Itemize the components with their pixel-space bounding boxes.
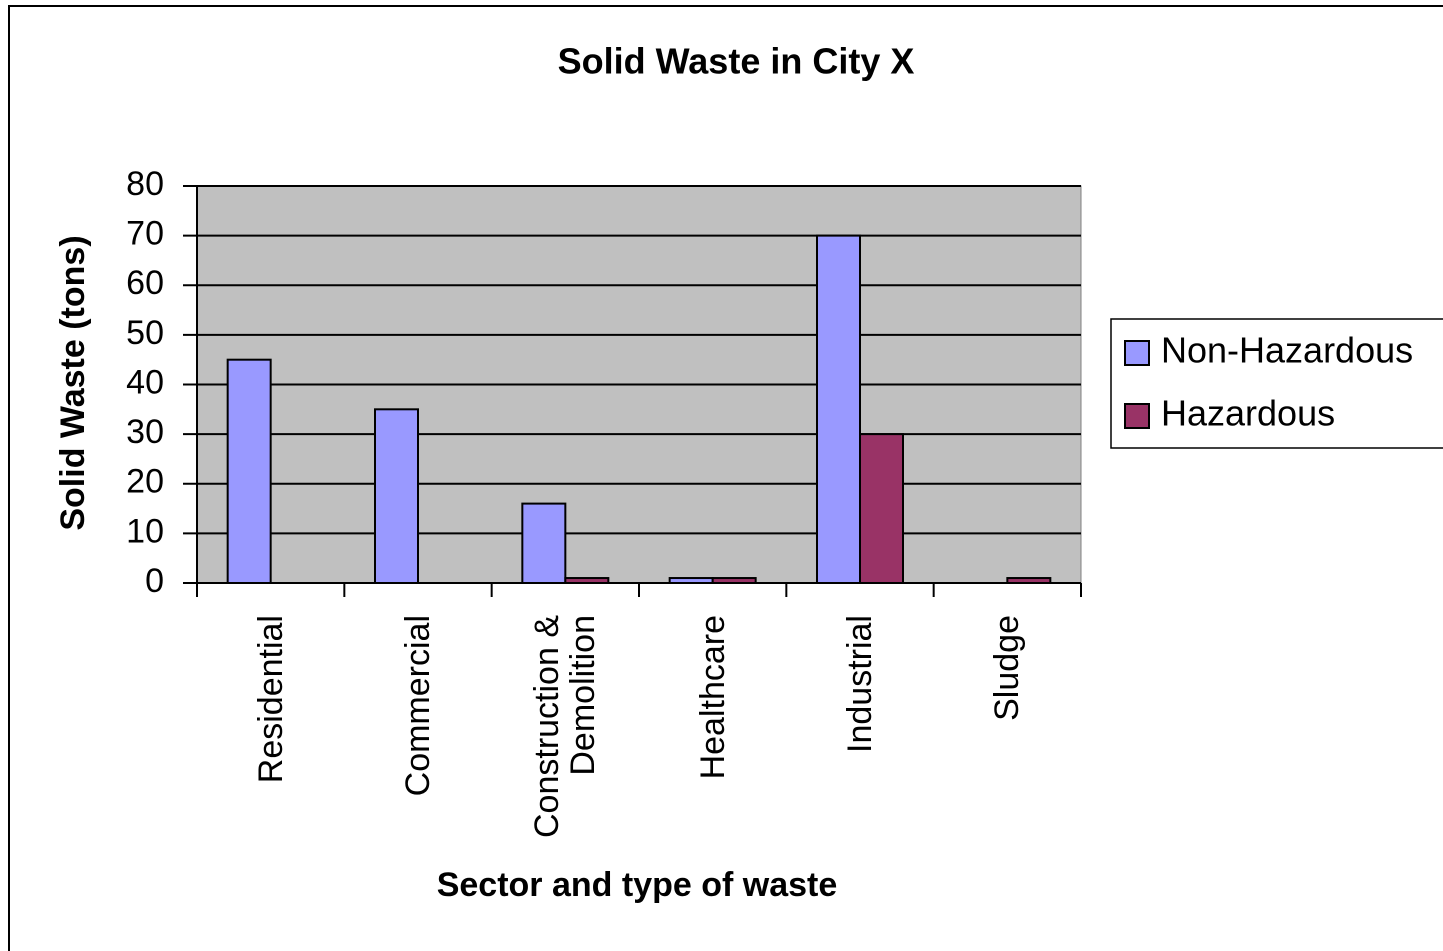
bar [521, 502, 567, 585]
legend-swatch [1124, 403, 1150, 429]
y-tick-label: 30 [126, 413, 164, 451]
y-tick-label: 40 [126, 363, 164, 401]
bar [816, 234, 861, 584]
x-tick-label: Sludge [988, 615, 1027, 721]
y-tick-label: 10 [126, 512, 164, 550]
bar [226, 358, 272, 584]
legend-label: Hazardous [1161, 393, 1335, 434]
x-tick-label: Healthcare [693, 615, 732, 780]
legend-swatch [1124, 340, 1150, 366]
x-axis-label: Sector and type of waste [437, 866, 838, 904]
bar [374, 408, 419, 584]
chart-title: Solid Waste in City X [558, 41, 915, 82]
y-tick-label: 0 [145, 562, 164, 600]
chart-border [8, 5, 1443, 951]
legend [1110, 318, 1443, 449]
x-tick-label: Commercial [399, 615, 437, 797]
y-tick-label: 80 [126, 165, 164, 203]
y-tick-label: 20 [126, 463, 164, 501]
y-axis-label: Solid Waste (tons) [54, 235, 92, 530]
x-tick-label: Industrial [841, 615, 879, 753]
y-tick-label: 50 [126, 314, 164, 352]
x-tick-label: Residential [251, 615, 290, 784]
y-tick-label: 60 [126, 264, 164, 302]
x-tick-label: Construction & Demolition [528, 615, 603, 838]
legend-label: Non-Hazardous [1161, 330, 1413, 371]
bar [859, 433, 904, 584]
y-tick-label: 70 [126, 215, 164, 253]
